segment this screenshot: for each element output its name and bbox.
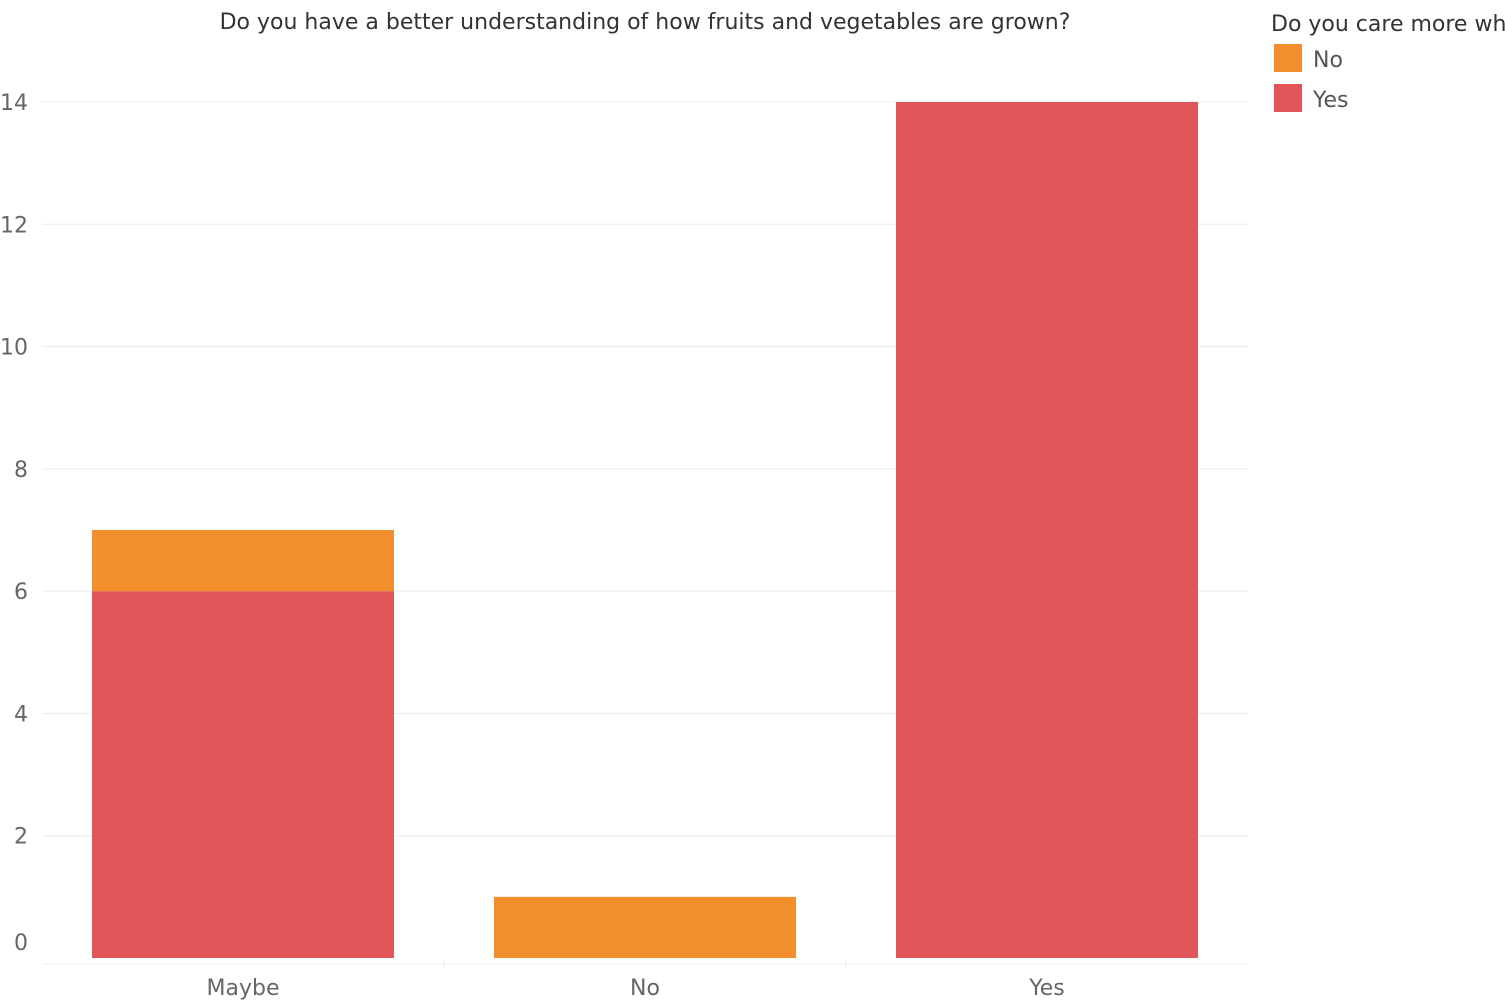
y-tick-label-4: 4 [14,702,28,727]
legend-items: No Yes [1274,44,1349,113]
y-tick-label-8: 8 [14,458,28,483]
x-tick-label-yes: Yes [1028,976,1065,1001]
x-axis-tick-labels: Maybe No Yes [207,976,1065,1001]
y-tick-label-6: 6 [14,580,28,605]
y-tick-label-0: 0 [14,931,28,956]
legend: Do you care more wh No Yes [1271,12,1505,113]
bar-yes-yes [896,102,1198,958]
y-tick-label-10: 10 [0,336,28,361]
bar-maybe-yes [92,591,394,958]
x-tick-label-maybe: Maybe [207,976,280,1001]
bars [92,102,1198,958]
legend-label-no: No [1313,48,1343,73]
chart-title: Do you have a better understanding of ho… [220,10,1071,35]
y-tick-label-14: 14 [0,91,28,116]
y-axis-tick-labels: 0 2 4 6 8 10 12 14 [0,91,28,956]
legend-swatch-no [1274,44,1302,72]
legend-title: Do you care more wh [1271,12,1505,37]
x-tick-label-no: No [630,976,660,1001]
bar-no-no [494,896,796,958]
legend-swatch-yes [1274,84,1302,112]
y-tick-label-12: 12 [0,213,28,238]
y-tick-label-2: 2 [14,825,28,850]
legend-label-yes: Yes [1312,88,1349,113]
bar-maybe-no [92,530,394,592]
